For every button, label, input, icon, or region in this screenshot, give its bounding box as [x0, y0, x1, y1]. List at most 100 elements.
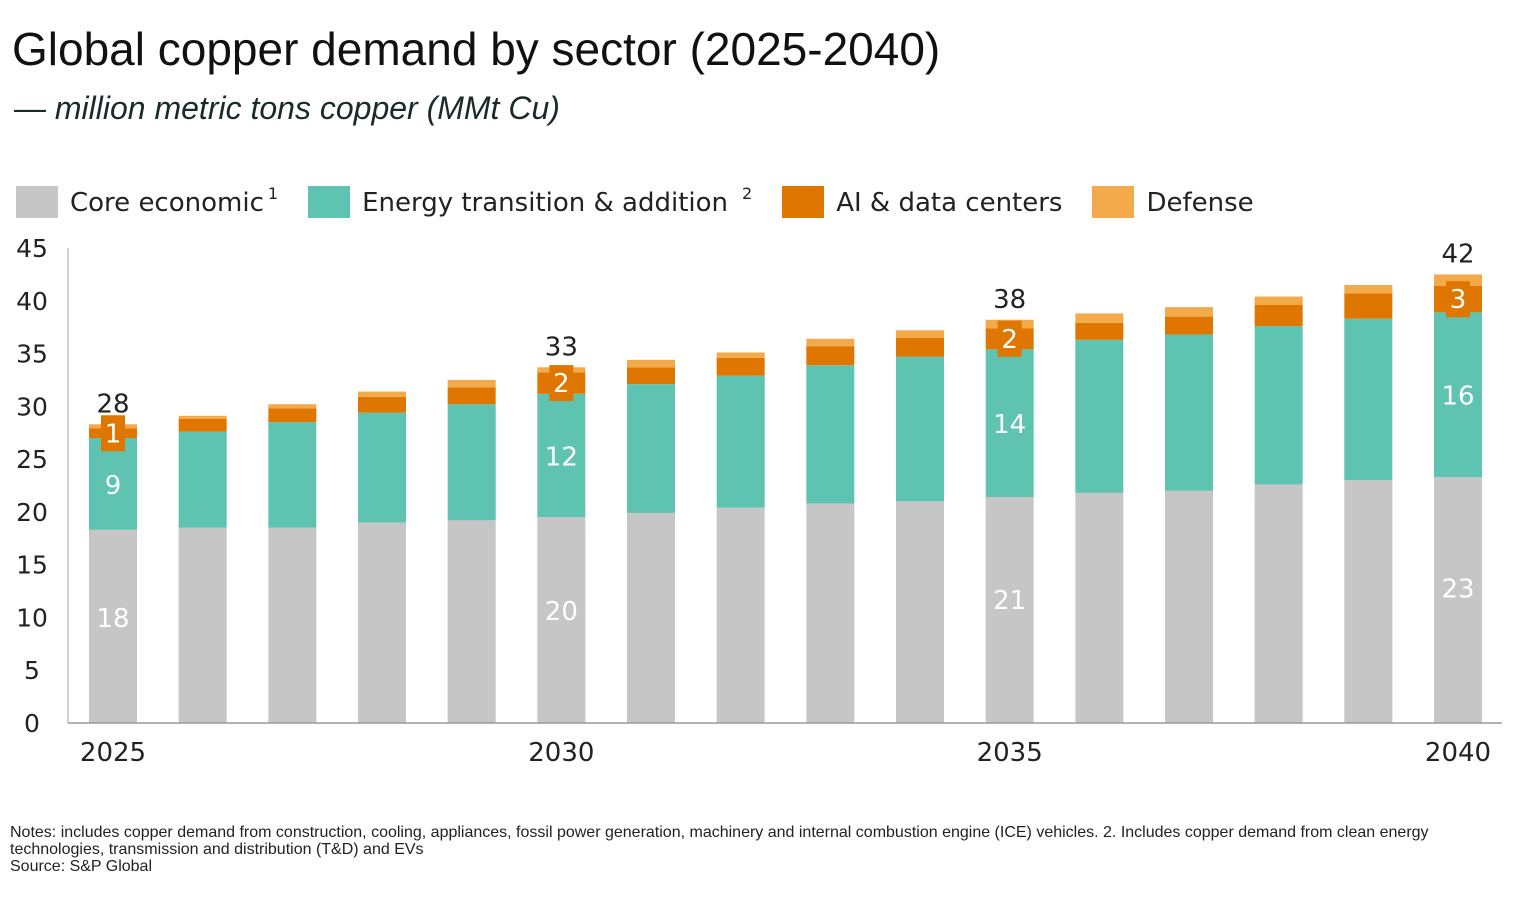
data-label-energy: 12 [545, 442, 578, 472]
bar-segment-defense [627, 359, 675, 368]
data-label-ai-badge [549, 365, 574, 402]
legend-label: AI & data centers [836, 188, 1063, 218]
bar-segment-core-economic [178, 527, 227, 723]
notes-text: Notes: includes copper demand from const… [10, 824, 1429, 858]
data-label-ai: 1 [105, 419, 122, 449]
data-label-ai-badge [1446, 281, 1470, 318]
data-label-ai: 2 [1001, 325, 1018, 355]
chart-subtitle: — million metric tons copper (MMt Cu) [14, 90, 560, 126]
bar-segment-core-economic [1434, 477, 1482, 723]
bar-segment-ai-data-centers [627, 367, 675, 385]
bar-segment-core-economic [627, 512, 675, 723]
bar-segment-energy-transition [896, 356, 944, 502]
data-label-energy: 14 [993, 410, 1026, 440]
data-label-ai: 3 [1450, 285, 1467, 315]
bar-segment-energy-transition [1075, 339, 1124, 493]
data-label-ai-badge [101, 415, 125, 452]
bar-segment-defense [806, 338, 855, 347]
x-tick-label: 2025 [80, 738, 146, 768]
bar-segment-energy-transition [1254, 326, 1303, 485]
legend-label: Defense [1146, 188, 1254, 218]
bar-segment-energy-transition [1165, 334, 1213, 491]
bar-segment-defense [1254, 296, 1303, 305]
bar-segment-defense [716, 352, 765, 358]
x-axis: 2025 2030 2035 2040 [68, 722, 1502, 768]
bar-segment-energy-transition [358, 412, 406, 523]
bar-segment-defense [358, 391, 406, 397]
bar-segment-ai-data-centers [1344, 293, 1393, 319]
legend-item-defense: Defense [1092, 184, 1254, 222]
data-label-ai: 2 [553, 369, 570, 399]
bar-segment-ai-data-centers [1075, 322, 1124, 340]
bar-segment-energy-transition [985, 349, 1034, 498]
legend-footnote-marker: 2 [742, 184, 753, 203]
notes: Notes: includes copper demand from const… [10, 824, 1520, 875]
legend-item-energy-transition: Energy transition & addition 2 [308, 184, 752, 222]
data-label-core: 21 [993, 586, 1026, 616]
bar-segment-energy-transition [537, 393, 586, 518]
source-text: Source: S&P Global [10, 858, 153, 875]
y-tick-label: 25 [16, 445, 48, 474]
data-label-energy: 9 [105, 471, 122, 501]
data-label-total: 28 [96, 389, 129, 419]
x-tick-label: 2030 [528, 738, 594, 768]
data-label-total: 33 [545, 332, 578, 362]
legend-swatch-ai-data-centers [782, 186, 825, 218]
bar-segment-ai-data-centers [1254, 305, 1303, 327]
x-tick-label: 2035 [977, 738, 1043, 768]
bar-segment-core-economic [985, 497, 1034, 723]
bar-segment-energy-transition [716, 375, 765, 508]
bar-segment-defense [1344, 284, 1393, 294]
bar-segment-defense [268, 404, 317, 409]
y-tick-label: 45 [16, 234, 48, 263]
bar-segment-core-economic [1344, 480, 1393, 723]
legend-swatch-core-economic [16, 186, 58, 218]
bar-segment-ai-data-centers [447, 387, 496, 405]
x-tick-label: 2040 [1425, 738, 1491, 768]
y-tick-label: 10 [16, 603, 48, 632]
bar-segment-defense [896, 330, 944, 338]
bar-segment-ai-data-centers [178, 419, 227, 432]
bar-segment-energy-transition [806, 365, 855, 504]
y-tick-label: 0 [24, 709, 40, 738]
bar-segment-defense [178, 415, 227, 419]
legend: Core economic 1 Energy transition & addi… [16, 184, 1284, 222]
bar-segment-ai-data-centers [896, 337, 944, 357]
bar-segment-defense [1165, 307, 1213, 317]
bar-segment-ai-data-centers [716, 357, 765, 376]
data-label-core: 18 [96, 604, 129, 634]
bar-segment-core-economic [89, 529, 137, 723]
legend-swatch-defense [1092, 186, 1135, 218]
bar-segment-core-economic [1254, 484, 1303, 723]
bar-segment-energy-transition [268, 422, 317, 528]
y-tick-label: 40 [16, 287, 48, 316]
bar-segment-defense [1434, 274, 1482, 286]
bar-segment-energy-transition [447, 404, 496, 521]
data-label-total: 38 [993, 285, 1026, 315]
bar-segment-core-economic [716, 507, 765, 723]
data-label-core: 23 [1441, 575, 1474, 605]
data-label-ai-badge [997, 320, 1022, 357]
chart-title: Global copper demand by sector (2025-204… [12, 23, 941, 75]
data-labels: 18 9 128 20 12 2 33 21 14 2 38 23 16 3 42 [96, 239, 1474, 633]
bar-segment-defense [1075, 313, 1124, 323]
legend-swatch-energy-transition [308, 186, 351, 218]
bar-segment-energy-transition [627, 384, 675, 513]
legend-item-core-economic: Core economic 1 [16, 184, 278, 222]
bar-segment-core-economic [1165, 490, 1213, 723]
bar-segment-ai-data-centers [1165, 316, 1213, 335]
data-label-core: 20 [545, 597, 578, 627]
bars [89, 274, 1482, 723]
bar-segment-energy-transition [89, 438, 137, 530]
bar-segment-core-economic [268, 527, 317, 723]
bar-segment-core-economic [896, 501, 944, 723]
legend-footnote-marker: 1 [267, 184, 279, 203]
bar-segment-core-economic [1075, 492, 1124, 723]
bar-segment-core-economic [537, 517, 586, 723]
bar-segment-energy-transition [1434, 312, 1482, 478]
legend-item-ai-data-centers: AI & data centers [782, 184, 1062, 222]
bar-segment-ai-data-centers [806, 346, 855, 366]
y-axis: 0 5 10 15 20 25 30 35 40 45 [16, 234, 69, 738]
data-label-total: 42 [1441, 239, 1474, 269]
